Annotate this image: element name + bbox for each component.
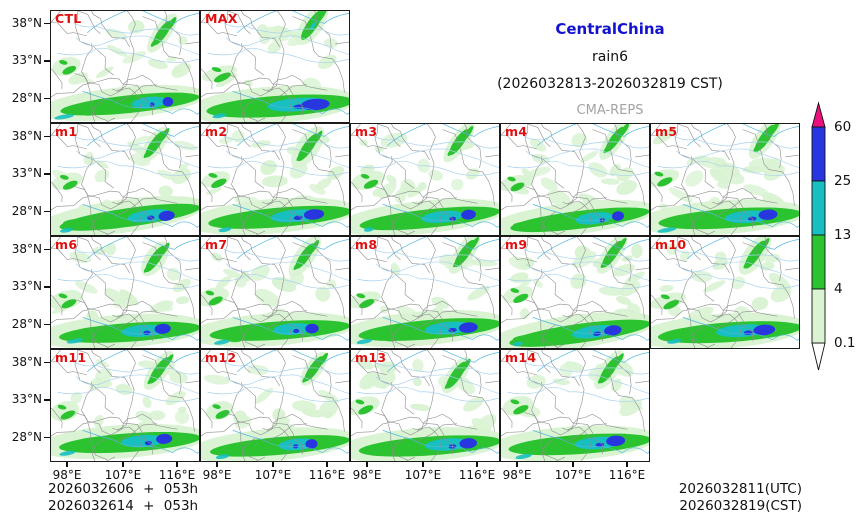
x-tick — [176, 462, 178, 467]
panel-label-m13: m13 — [355, 350, 387, 365]
panel-label-m5: m5 — [655, 124, 678, 139]
colorbar-label-25: 25 — [834, 173, 852, 189]
map-panel-m3: m3 — [350, 123, 500, 236]
region-title: CentralChina — [555, 20, 665, 38]
panel-label-m10: m10 — [655, 237, 687, 252]
y-tick-label: 28°N — [11, 316, 42, 331]
map-panel-MAX: MAX — [200, 10, 350, 123]
colorbar-label-13: 13 — [834, 227, 852, 243]
title-block: CentralChina rain6 (2026032813-202603281… — [470, 0, 750, 125]
x-tick — [122, 462, 124, 467]
map-panel-m12: m12 — [200, 349, 350, 462]
valid-period-title: (2026032813-2026032819 CST) — [497, 76, 723, 92]
model-name: CMA-REPS — [576, 103, 644, 118]
x-tick — [572, 462, 574, 467]
x-tick — [476, 462, 478, 467]
y-tick-label: 33°N — [11, 166, 42, 180]
y-tick-label: 28°N — [11, 90, 42, 105]
x-tick — [66, 462, 68, 467]
map-panel-m5: m5 — [650, 123, 800, 236]
x-tick — [516, 462, 518, 467]
map-panel-m10: m10 — [650, 236, 800, 349]
valid-time-cst: 2026032819(CST) — [679, 498, 802, 514]
panel-label-m9: m9 — [505, 237, 528, 252]
x-tick-label: 107°E — [254, 468, 292, 482]
panel-label-CTL: CTL — [55, 11, 82, 26]
x-tick-label: 107°E — [104, 468, 142, 482]
map-panel-m14: m14 — [500, 349, 650, 462]
map-panel-CTL: CTL — [50, 10, 200, 123]
panel-label-m11: m11 — [55, 350, 87, 365]
panel-label-m2: m2 — [205, 124, 228, 139]
y-tick — [43, 248, 50, 251]
x-tick-label: 116°E — [458, 468, 496, 482]
map-panel-m1: m1 — [50, 123, 200, 236]
y-tick — [43, 399, 50, 401]
colorbar-label-4: 4 — [834, 281, 843, 297]
x-tick — [272, 462, 274, 467]
x-tick-label: 98°E — [502, 468, 532, 482]
x-tick-label: 116°E — [308, 468, 346, 482]
panel-label-m6: m6 — [55, 237, 78, 252]
panel-label-m14: m14 — [505, 350, 537, 365]
y-tick-label: 33°N — [11, 392, 42, 406]
x-tick-label: 116°E — [158, 468, 196, 482]
y-tick — [43, 135, 50, 138]
x-tick — [366, 462, 368, 467]
map-panel-m2: m2 — [200, 123, 350, 236]
y-tick-label: 28°N — [11, 429, 42, 444]
y-tick — [43, 97, 50, 100]
y-tick — [43, 60, 50, 62]
map-panel-m7: m7 — [200, 236, 350, 349]
map-panel-m9: m9 — [500, 236, 650, 349]
x-tick — [216, 462, 218, 467]
map-panel-m6: m6 — [50, 236, 200, 349]
panel-label-m8: m8 — [355, 237, 378, 252]
x-tick-label: 107°E — [554, 468, 592, 482]
y-tick — [43, 361, 50, 364]
y-tick — [43, 22, 50, 25]
map-panel-m8: m8 — [350, 236, 500, 349]
x-tick-label: 98°E — [52, 468, 82, 482]
y-tick-label: 38°N — [11, 15, 42, 30]
y-tick-label: 38°N — [11, 354, 42, 369]
y-tick — [43, 210, 50, 213]
y-tick — [43, 436, 50, 439]
colorbar-label-60: 60 — [834, 119, 852, 135]
map-panel-m11: m11 — [50, 349, 200, 462]
init-time-run2: 2026032614 + 053h — [48, 498, 199, 514]
panel-label-MAX: MAX — [205, 11, 238, 26]
panel-label-m1: m1 — [55, 124, 78, 139]
valid-times: 2026032811(UTC) 2026032819(CST) — [679, 481, 802, 515]
x-tick-label: 98°E — [352, 468, 382, 482]
variable-title: rain6 — [591, 49, 628, 65]
y-tick-label: 38°N — [11, 128, 42, 143]
x-tick — [422, 462, 424, 467]
x-tick — [626, 462, 628, 467]
x-tick — [326, 462, 328, 467]
colorbar-bar — [811, 101, 826, 371]
x-tick-label: 116°E — [608, 468, 646, 482]
x-tick-label: 107°E — [404, 468, 442, 482]
colorbar-label-0.1: 0.1 — [834, 335, 856, 351]
panel-label-m4: m4 — [505, 124, 528, 139]
map-panel-m13: m13 — [350, 349, 500, 462]
y-tick-label: 38°N — [11, 241, 42, 256]
panel-label-m7: m7 — [205, 237, 228, 252]
y-tick-label: 28°N — [11, 203, 42, 218]
colorbar: 60 25 13 4 0.1 — [806, 96, 860, 386]
panel-label-m12: m12 — [205, 350, 237, 365]
map-panel-m4: m4 — [500, 123, 650, 236]
valid-time-utc: 2026032811(UTC) — [678, 481, 802, 497]
init-times: 2026032606 + 053h 2026032614 + 053h — [48, 481, 198, 515]
x-tick-label: 98°E — [202, 468, 232, 482]
panel-label-m3: m3 — [355, 124, 378, 139]
y-tick-label: 33°N — [11, 53, 42, 67]
y-tick — [43, 173, 50, 175]
init-time-run1: 2026032606 + 053h — [48, 481, 199, 497]
y-tick — [43, 286, 50, 288]
y-tick-label: 33°N — [11, 279, 42, 293]
y-tick — [43, 323, 50, 326]
